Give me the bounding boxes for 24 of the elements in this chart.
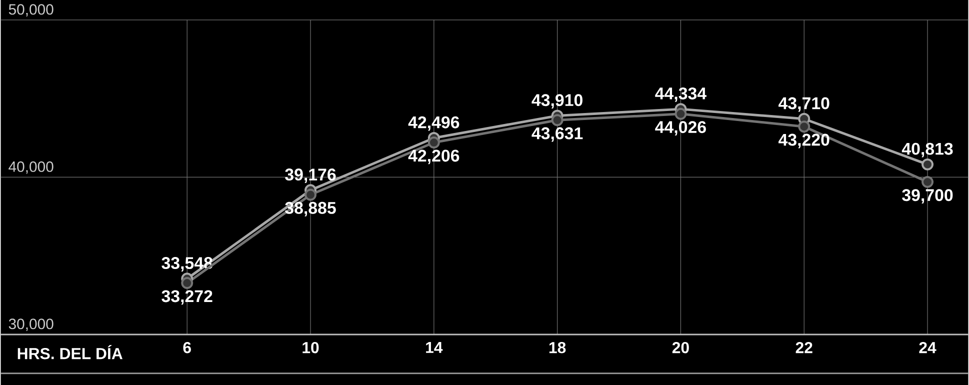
data-label: 43,631 [532, 127, 583, 142]
data-label: 43,710 [778, 97, 830, 112]
x-tick-label: 24 [919, 342, 936, 353]
x-tick-label: 18 [549, 342, 566, 354]
data-label: 33,272 [162, 290, 212, 304]
y-tick-label: 40,000 [8, 161, 54, 174]
data-label: 43,910 [532, 94, 582, 108]
data-label: 44,026 [655, 120, 706, 136]
data-label: 43,220 [778, 134, 830, 148]
y-tick-label: 50,000 [8, 4, 54, 16]
x-tick-label: 20 [672, 342, 689, 354]
data-label: 44,334 [655, 87, 706, 102]
data-label: 42,206 [408, 150, 460, 164]
x-tick-label: 10 [302, 342, 319, 354]
x-tick-label: 6 [183, 342, 191, 354]
x-tick-label: 14 [426, 342, 443, 353]
x-axis-title: HRS. DEL DÍA [18, 344, 122, 360]
data-label: 40,813 [902, 142, 953, 158]
x-tick-label: 22 [796, 342, 812, 353]
data-label: 39,176 [285, 168, 336, 183]
data-label: 39,700 [902, 188, 953, 204]
data-label: 38,885 [285, 202, 336, 216]
y-tick-label: 30,000 [8, 318, 54, 331]
data-label: 42,496 [408, 116, 460, 131]
